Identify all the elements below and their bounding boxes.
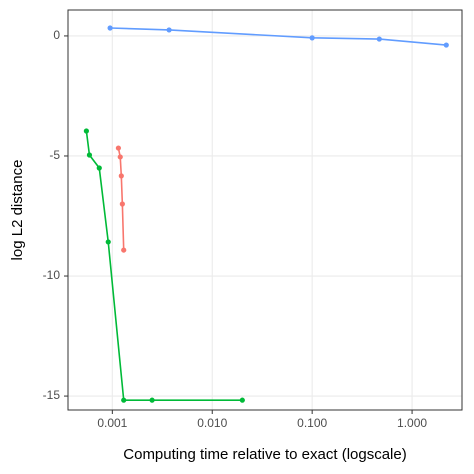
y-axis-title: log L2 distance bbox=[9, 160, 26, 261]
panel-border bbox=[67, 9, 463, 411]
data-point bbox=[118, 173, 124, 179]
data-point bbox=[149, 397, 155, 403]
data-point bbox=[166, 27, 172, 33]
data-point bbox=[105, 239, 111, 245]
data-point bbox=[121, 397, 127, 403]
data-point bbox=[376, 36, 382, 42]
data-point bbox=[121, 247, 127, 253]
plot-panel bbox=[68, 10, 462, 410]
y-tick-label: -10 bbox=[43, 268, 61, 282]
data-point bbox=[83, 128, 89, 134]
data-point bbox=[96, 165, 102, 171]
data-point bbox=[443, 42, 449, 48]
x-axis-title: Computing time relative to exact (logsca… bbox=[123, 446, 406, 463]
data-point bbox=[309, 35, 315, 41]
y-tick-label: 0 bbox=[53, 28, 60, 42]
x-tick-label: 0.100 bbox=[297, 416, 327, 430]
data-point bbox=[119, 201, 125, 207]
data-point bbox=[86, 152, 93, 158]
x-tick-label: 0.010 bbox=[197, 416, 227, 430]
x-tick-label: 0.001 bbox=[97, 416, 127, 430]
data-point bbox=[107, 25, 113, 31]
data-point bbox=[239, 397, 245, 403]
data-point bbox=[117, 154, 123, 160]
data-point bbox=[115, 145, 121, 151]
x-tick-label: 1.000 bbox=[397, 416, 427, 430]
y-tick-label: -5 bbox=[49, 148, 60, 162]
y-tick-label: -15 bbox=[43, 388, 61, 402]
